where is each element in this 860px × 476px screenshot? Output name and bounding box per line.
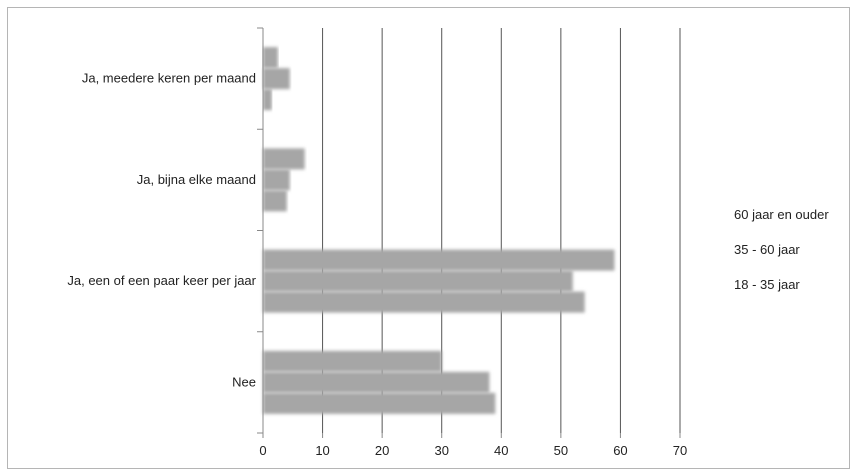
axes xyxy=(257,27,681,438)
x-tick-label: 50 xyxy=(554,443,568,458)
category-label: Ja, meedere keren per maand xyxy=(82,71,256,86)
x-tick-label: 60 xyxy=(613,443,627,458)
legend-entry: 60 jaar en ouder xyxy=(734,207,829,222)
x-tick-label: 10 xyxy=(315,443,329,458)
bar xyxy=(263,190,287,212)
bar xyxy=(263,47,278,69)
labels: 0 10 20 30 40 50 60 70 Ja, meedere keren per maa… xyxy=(67,71,829,458)
x-tick-label: 20 xyxy=(375,443,389,458)
x-tick-label: 70 xyxy=(673,443,687,458)
category-label: Ja, bijna elke maand xyxy=(137,172,256,187)
bar xyxy=(263,392,496,414)
category-label: Ja, een of een paar keer per jaar xyxy=(67,273,256,288)
x-tick-label: 0 xyxy=(259,443,266,458)
bar xyxy=(263,249,615,271)
bars xyxy=(263,47,615,414)
bar xyxy=(263,350,442,372)
bar xyxy=(263,270,573,292)
bar xyxy=(263,371,490,393)
bar xyxy=(263,169,290,191)
bar-chart: 0 10 20 30 40 50 60 70 Ja, meedere keren per maa… xyxy=(67,27,829,458)
category-label: Nee xyxy=(232,374,256,389)
bar xyxy=(263,291,585,313)
bar xyxy=(263,148,305,170)
chart-area: 0 10 20 30 40 50 60 70 Ja, meedere keren per maa… xyxy=(7,7,850,469)
legend-entry: 35 - 60 jaar xyxy=(734,242,800,257)
legend-entry: 18 - 35 jaar xyxy=(734,277,800,292)
bar xyxy=(263,68,290,90)
grid-lines xyxy=(322,28,681,433)
x-tick-label: 30 xyxy=(434,443,448,458)
bar xyxy=(263,89,272,111)
x-tick-label: 40 xyxy=(494,443,508,458)
